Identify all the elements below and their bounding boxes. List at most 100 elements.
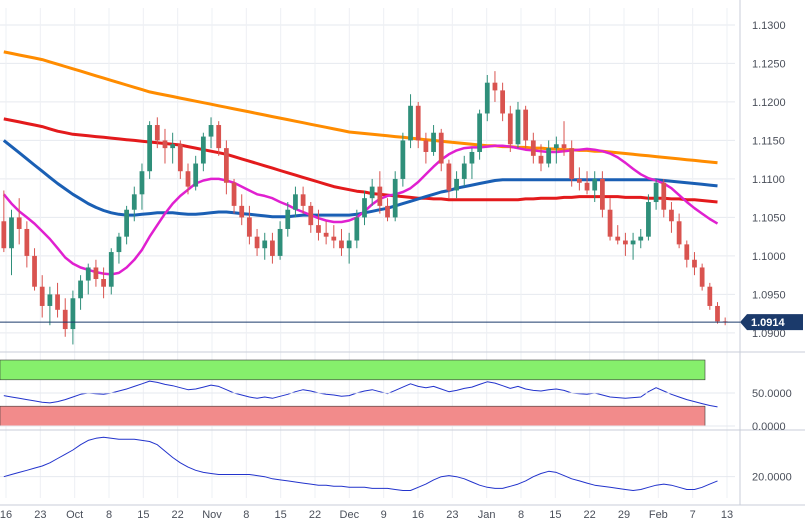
- candle-body: [507, 113, 513, 145]
- candle: [707, 282, 713, 310]
- candle-body: [216, 125, 222, 149]
- candle: [185, 163, 191, 195]
- candle-body: [707, 286, 713, 306]
- price-tick-label: 1.1100: [752, 174, 785, 186]
- x-tick-label: 8: [243, 509, 249, 521]
- x-tick-label: 15: [275, 509, 287, 521]
- candle-body: [55, 294, 60, 310]
- x-tick-label: Dec: [340, 509, 360, 521]
- candle-body: [385, 205, 390, 218]
- candle: [431, 125, 436, 156]
- candle-body: [262, 240, 268, 249]
- price-tick-label: 1.1300: [752, 20, 786, 32]
- candle-body: [231, 182, 237, 206]
- candle-body: [692, 259, 697, 268]
- candle: [223, 140, 229, 195]
- candle: [615, 225, 621, 245]
- candle-body: [316, 225, 321, 233]
- x-tick-label: 16: [0, 509, 12, 521]
- candle-body: [147, 125, 153, 172]
- candle-body: [346, 240, 352, 249]
- x-tick-label: 23: [446, 509, 458, 521]
- candle: [561, 121, 567, 156]
- candle-body: [715, 305, 720, 322]
- candle-body: [477, 113, 482, 152]
- candle: [116, 232, 122, 264]
- candle: [62, 298, 68, 337]
- candle: [200, 132, 206, 172]
- x-tick-label: Oct: [66, 509, 83, 521]
- candle-body: [223, 148, 229, 183]
- candle: [323, 221, 329, 245]
- candle-body: [500, 90, 506, 114]
- candle-body: [515, 109, 521, 145]
- candle: [85, 263, 91, 295]
- candle-body: [592, 178, 598, 191]
- candle-body: [484, 82, 490, 114]
- candle: [600, 171, 605, 218]
- candle: [47, 286, 53, 326]
- candle-body: [285, 209, 291, 229]
- candle: [623, 232, 628, 256]
- candle-body: [254, 236, 260, 249]
- candle-body: [676, 221, 682, 245]
- candle-body: [39, 286, 45, 306]
- candle: [607, 198, 613, 241]
- candle-body: [523, 109, 529, 141]
- candle-body: [415, 105, 421, 141]
- candle: [293, 186, 298, 218]
- candle-body: [277, 228, 283, 256]
- x-tick-label: 15: [549, 509, 561, 521]
- candle: [592, 171, 598, 203]
- price-tick-label: 1.1150: [752, 135, 785, 147]
- candle-body: [576, 178, 582, 183]
- candle-body: [623, 240, 628, 245]
- candle: [346, 232, 352, 264]
- candle-body: [323, 232, 329, 237]
- candle-body: [469, 151, 475, 164]
- candle: [584, 171, 590, 195]
- candle: [530, 132, 536, 164]
- candle-body: [684, 244, 690, 260]
- rsi-oversold-band: [0, 405, 706, 427]
- candle: [576, 167, 582, 191]
- candle-body: [193, 163, 199, 187]
- candle-body: [331, 236, 337, 241]
- candle: [523, 105, 529, 149]
- rsi-tick-label: 0.0000: [752, 421, 786, 433]
- candle-body: [308, 205, 314, 226]
- candle-body: [400, 140, 406, 179]
- candle: [277, 221, 283, 260]
- candle: [55, 282, 60, 318]
- candle-body: [124, 209, 129, 237]
- candle-body: [446, 163, 452, 191]
- candle-body: [584, 182, 590, 191]
- candle-body: [300, 194, 306, 206]
- candle: [477, 109, 482, 160]
- candle: [438, 128, 444, 172]
- price-tick-label: 1.1050: [752, 212, 786, 224]
- candle-body: [431, 132, 436, 152]
- candle-body: [270, 240, 275, 256]
- candle: [1, 190, 7, 253]
- rsi-line: [3, 380, 718, 408]
- candle-body: [170, 144, 176, 149]
- candle: [492, 71, 498, 102]
- candle-body: [339, 240, 344, 249]
- candle: [653, 178, 659, 210]
- x-tick-label: 22: [584, 509, 596, 521]
- candle: [131, 186, 137, 222]
- candle: [638, 228, 644, 249]
- candle: [170, 132, 176, 164]
- candle-body: [630, 240, 636, 245]
- candle: [78, 275, 83, 310]
- candle-body: [185, 171, 191, 187]
- candle-body: [9, 217, 14, 249]
- price-tick-label: 1.1000: [752, 251, 786, 263]
- candle: [684, 240, 690, 268]
- candle-body: [553, 144, 559, 149]
- candle-body: [600, 178, 605, 210]
- candle-body: [62, 309, 68, 330]
- candle: [316, 209, 321, 241]
